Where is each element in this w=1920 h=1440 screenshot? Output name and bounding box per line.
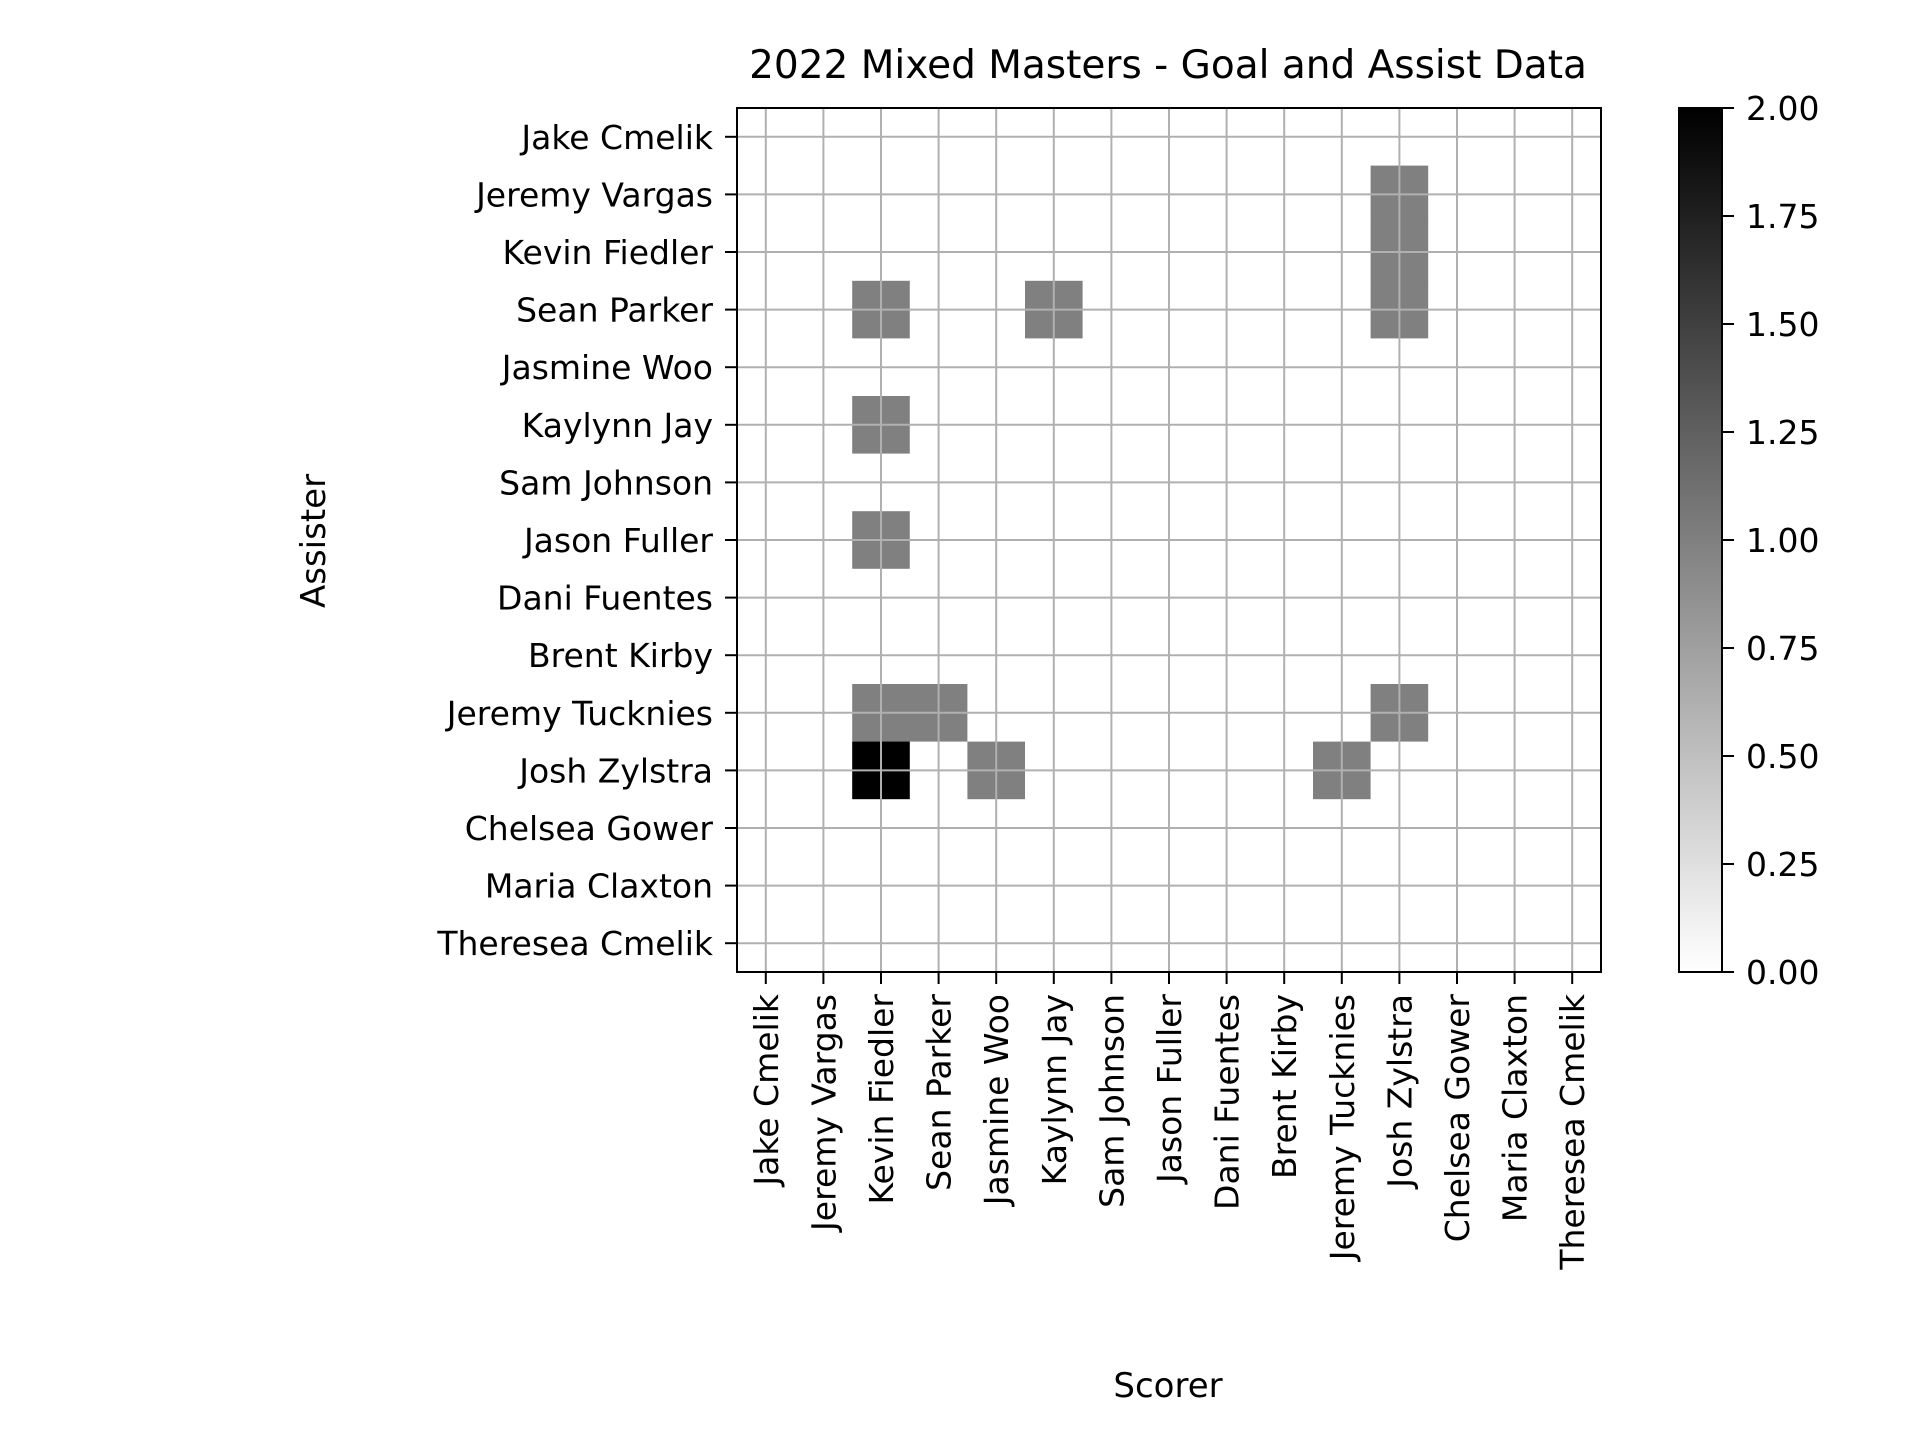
y-tick-label: Dani Fuentes	[497, 579, 713, 618]
y-tick-label: Jake Cmelik	[519, 118, 714, 157]
y-tick-label: Brent Kirby	[528, 636, 713, 675]
colorbar-tick-label: 0.25	[1746, 845, 1819, 884]
x-tick-label: Theresea Cmelik	[1553, 993, 1592, 1271]
x-tick-label: Jeremy Tucknies	[1323, 994, 1362, 1262]
x-tick-label: Sam Johnson	[1092, 994, 1131, 1208]
colorbar-tick-label: 2.00	[1746, 89, 1819, 128]
y-tick-label: Maria Claxton	[485, 867, 713, 906]
y-tick-label: Josh Zylstra	[517, 751, 713, 790]
x-tick-label: Jasmine Woo	[977, 994, 1016, 1207]
colorbar-tick-label: 0.00	[1746, 953, 1819, 992]
y-tick-label: Theresea Cmelik	[436, 924, 714, 963]
colorbar-tick-label: 0.50	[1746, 737, 1819, 776]
y-tick-label: Chelsea Gower	[465, 809, 714, 848]
x-tick-label: Kaylynn Jay	[1035, 994, 1074, 1185]
x-tick-label: Jake Cmelik	[747, 993, 786, 1188]
y-tick-label: Sam Johnson	[499, 463, 713, 502]
y-tick-label: Jeremy Vargas	[474, 175, 713, 214]
y-tick-label: Jasmine Woo	[500, 348, 713, 387]
colorbar-tick-label: 1.75	[1746, 197, 1819, 236]
x-tick-label: Josh Zylstra	[1380, 994, 1419, 1190]
y-axis-label: Assister	[294, 474, 334, 608]
x-tick-label: Sean Parker	[920, 994, 959, 1191]
grid-lines	[737, 108, 1601, 972]
colorbar-ticks: 0.00 0.25 0.50 0.75 1.00 1.25 1.50 1.75 2.00	[1722, 89, 1819, 992]
x-tick-label: Chelsea Gower	[1438, 994, 1477, 1243]
x-tick-label: Brent Kirby	[1265, 994, 1304, 1179]
y-tick-label: Jeremy Tucknies	[445, 694, 713, 733]
x-tick-label: Kevin Fiedler	[862, 994, 901, 1205]
colorbar-tick-label: 1.25	[1746, 413, 1819, 452]
colorbar-tick-label: 0.75	[1746, 629, 1819, 668]
x-tick-label: Dani Fuentes	[1208, 994, 1247, 1210]
x-axis-label: Scorer	[1113, 1366, 1222, 1406]
y-tick-label: Jason Fuller	[522, 521, 713, 560]
x-tick-label: Jason Fuller	[1150, 994, 1189, 1185]
colorbar-tick-label: 1.00	[1746, 521, 1819, 560]
x-axis-ticks: Jake Cmelik Jeremy Vargas Kevin Fiedler Sea…	[747, 972, 1592, 1271]
y-tick-label: Sean Parker	[516, 291, 713, 330]
y-tick-label: Kevin Fiedler	[503, 233, 714, 272]
y-tick-label: Kaylynn Jay	[522, 406, 713, 445]
x-tick-label: Jeremy Vargas	[804, 994, 843, 1233]
colorbar	[1678, 107, 1723, 973]
y-axis-ticks: Jake Cmelik Jeremy Vargas Kevin Fiedler Sea…	[436, 118, 737, 963]
colorbar-tick-label: 1.50	[1746, 305, 1819, 344]
x-tick-label: Maria Claxton	[1496, 994, 1535, 1222]
chart-title: 2022 Mixed Masters - Goal and Assist Dat…	[749, 43, 1587, 88]
